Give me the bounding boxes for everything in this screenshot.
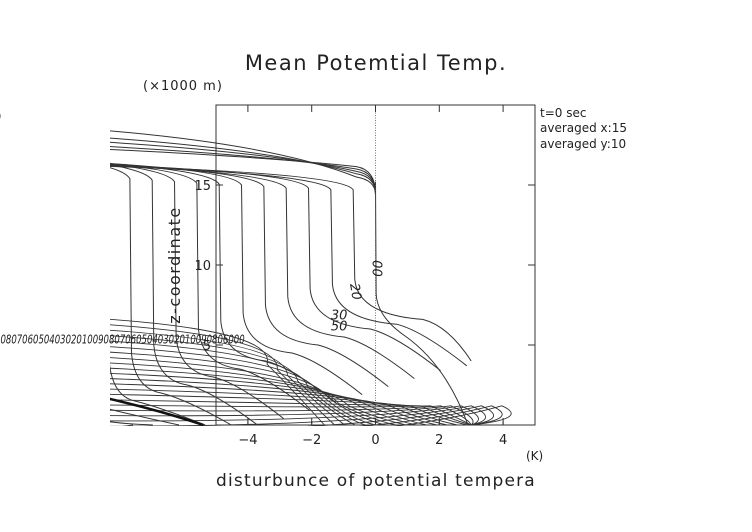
contour-line bbox=[0, 162, 472, 362]
info-line-1: t=0 sec bbox=[540, 106, 586, 120]
y-axis-label: z-coordinate bbox=[165, 206, 184, 324]
contour-label: 0908070605040302010090807060504030201009… bbox=[0, 332, 245, 346]
contour-label: 20 bbox=[346, 282, 364, 301]
contour-label: 30 bbox=[331, 308, 348, 323]
contour-label: 50 bbox=[331, 320, 348, 335]
info-line-3: averaged y:10 bbox=[540, 137, 626, 151]
x-axis-label: disturbunce of potential tempera bbox=[216, 471, 536, 491]
right-mask bbox=[536, 0, 752, 427]
contour-line bbox=[0, 162, 468, 367]
x-tick-label: 0 bbox=[371, 433, 379, 448]
x-tick-label: 2 bbox=[435, 433, 443, 448]
info-line-2: averaged x:15 bbox=[540, 121, 627, 135]
y-unit-label: (×1000 m) bbox=[143, 79, 223, 94]
x-tick-label: −4 bbox=[238, 433, 257, 448]
contour-line bbox=[375, 181, 469, 426]
x-unit-label: (K) bbox=[526, 449, 543, 463]
bottom-mask bbox=[0, 426, 752, 532]
x-tick-label: −2 bbox=[302, 433, 321, 448]
contour-label: -10 bbox=[0, 112, 1, 127]
chart-title: Mean Potemtial Temp. bbox=[245, 51, 507, 75]
contour-line bbox=[0, 158, 363, 395]
y-tick-label: 10 bbox=[194, 259, 211, 274]
contour-label: 00 bbox=[368, 260, 383, 277]
x-tick-label: 4 bbox=[499, 433, 507, 448]
y-tick-label: 15 bbox=[194, 179, 211, 194]
y-tick-label: 5 bbox=[203, 339, 211, 354]
